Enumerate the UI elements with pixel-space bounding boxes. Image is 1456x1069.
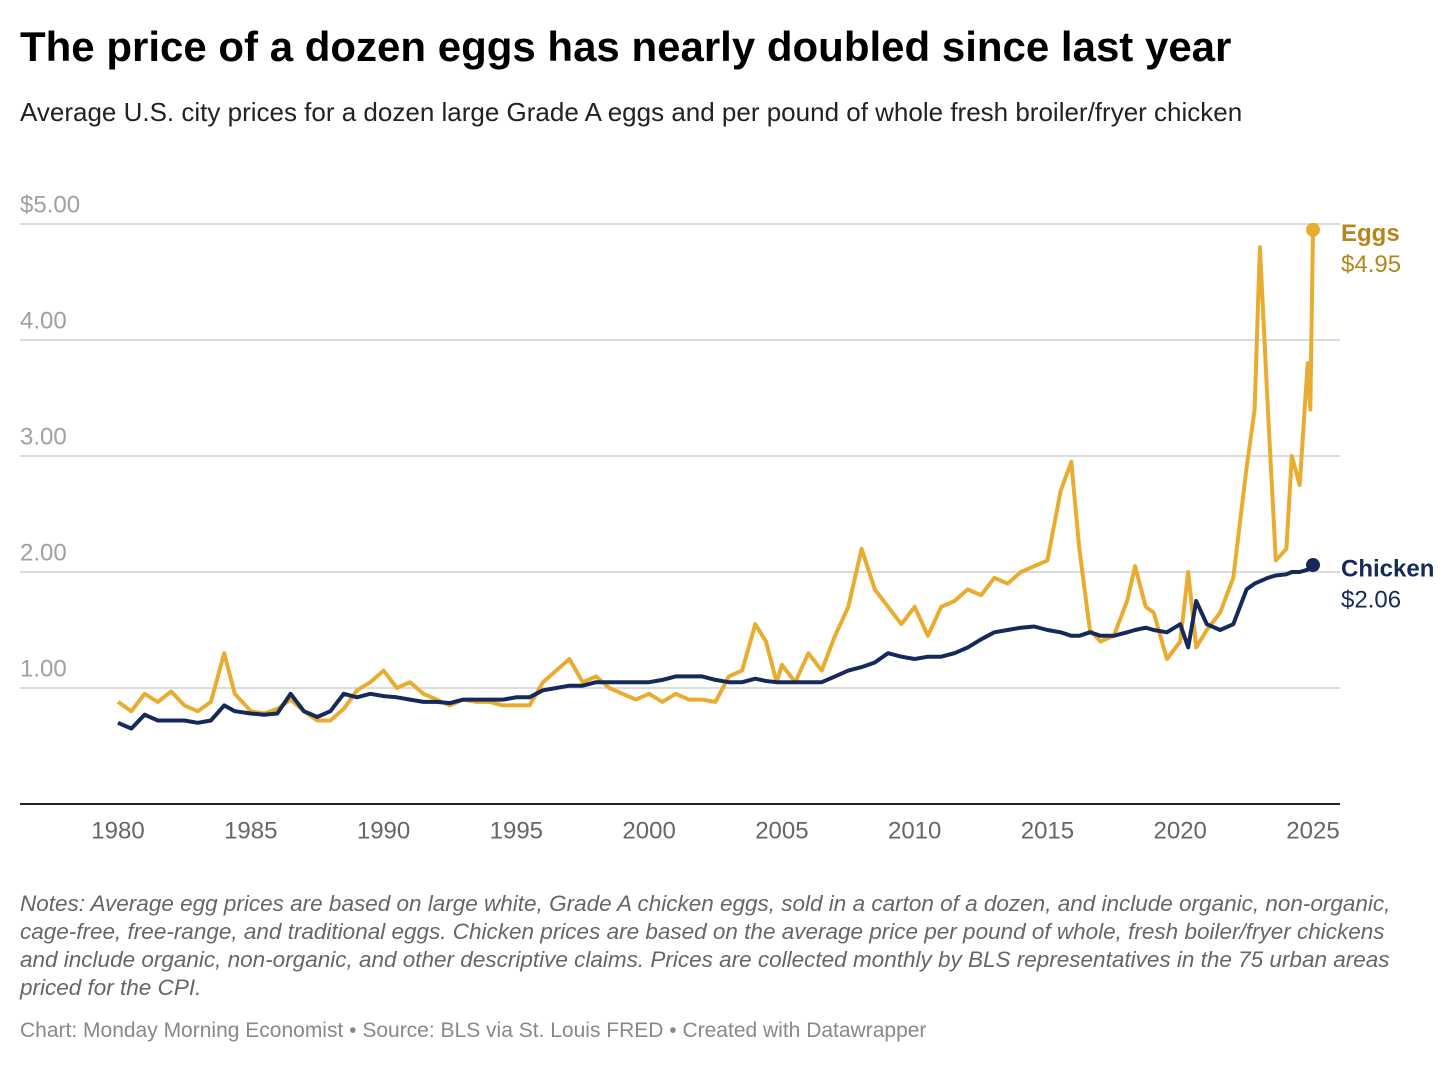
y-tick-label: $5.00 (20, 191, 80, 218)
x-tick-label: 1985 (224, 817, 277, 844)
chart-title: The price of a dozen eggs has nearly dou… (20, 23, 1231, 70)
x-tick-label: 1990 (357, 817, 410, 844)
y-tick-label: 4.00 (20, 307, 67, 334)
chart: The price of a dozen eggs has nearly dou… (20, 23, 1434, 844)
y-tick-label: 3.00 (20, 423, 67, 450)
x-tick-label: 1980 (91, 817, 144, 844)
x-tick-label: 2010 (888, 817, 941, 844)
x-tick-label: 2015 (1021, 817, 1074, 844)
chart-subtitle: Average U.S. city prices for a dozen lar… (20, 97, 1242, 127)
y-tick-label: 2.00 (20, 539, 67, 566)
x-tick-label: 2000 (622, 817, 675, 844)
end-point (1306, 558, 1320, 573)
notes: Notes: Average egg prices are based on l… (20, 891, 1391, 1000)
source: Chart: Monday Morning Economist • Source… (20, 1019, 927, 1042)
series-line (117, 563, 1315, 731)
x-tick-label: 2005 (755, 817, 808, 844)
series-label: Eggs (1341, 220, 1400, 247)
series-label: Chicken (1341, 555, 1434, 582)
x-tick-label: 2025 (1286, 817, 1339, 844)
x-tick-label: 2020 (1154, 817, 1207, 844)
value-label: $4.95 (1341, 251, 1401, 278)
value-label: $2.06 (1341, 586, 1401, 613)
x-tick-label: 1995 (490, 817, 543, 844)
series-line (116, 229, 1315, 723)
y-tick-label: 1.00 (20, 655, 67, 682)
end-point (1306, 222, 1320, 237)
